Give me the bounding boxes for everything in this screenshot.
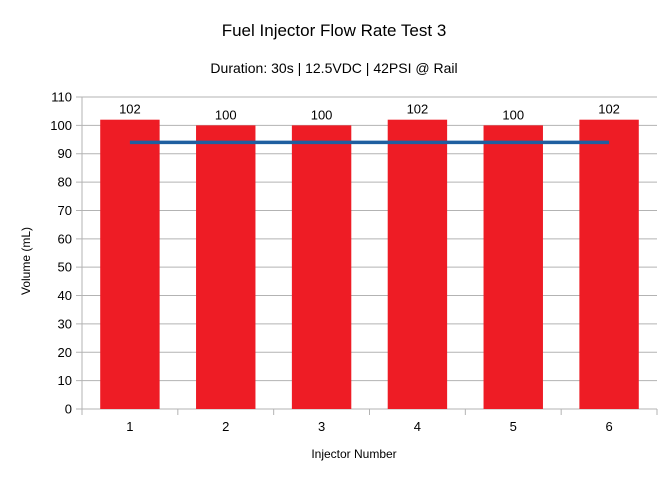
x-tick-label: 3 xyxy=(318,419,325,434)
y-tick-label: 0 xyxy=(65,402,72,417)
x-tick-label: 4 xyxy=(414,419,421,434)
y-tick-label: 60 xyxy=(58,231,72,246)
tick-labels: 0 10 20 30 40 50 60 70 80 90 100 110 1 2 3 4 5 6 xyxy=(50,90,612,435)
chart-subtitle: Duration: 30s | 12.5VDC | 42PSI @ Rail xyxy=(210,60,457,76)
x-tick-label: 6 xyxy=(605,419,612,434)
gridlines xyxy=(76,96,658,415)
data-labels: 102 100 100 102 100 102 xyxy=(119,102,620,123)
bar-value-label: 100 xyxy=(215,107,237,122)
y-tick-label: 80 xyxy=(58,175,72,190)
bar-value-label: 102 xyxy=(119,102,141,117)
y-tick-label: 30 xyxy=(58,316,72,331)
bar-value-label: 102 xyxy=(598,102,620,117)
bar xyxy=(483,125,543,409)
chart-title: Fuel Injector Flow Rate Test 3 xyxy=(222,21,447,40)
x-tick-label: 2 xyxy=(222,419,229,434)
bar-value-label: 100 xyxy=(311,107,333,122)
x-tick-label: 1 xyxy=(126,419,133,434)
x-tick-label: 5 xyxy=(510,419,517,434)
y-tick-label: 40 xyxy=(58,288,72,303)
y-tick-label: 110 xyxy=(51,90,72,105)
y-tick-label: 50 xyxy=(58,260,72,275)
x-axis-label: Injector Number xyxy=(311,447,396,461)
bar xyxy=(196,125,256,409)
y-tick-label: 20 xyxy=(58,345,72,360)
y-tick-label: 70 xyxy=(58,203,72,218)
bar xyxy=(387,119,448,409)
y-tick-label: 90 xyxy=(58,146,72,161)
bar-value-label: 102 xyxy=(407,102,429,117)
bar xyxy=(291,125,352,409)
bar xyxy=(100,119,160,409)
bar-value-label: 100 xyxy=(502,107,524,122)
bar xyxy=(579,119,639,409)
bars xyxy=(100,119,639,409)
y-tick-label: 10 xyxy=(58,373,72,388)
y-tick-label: 100 xyxy=(50,118,72,133)
y-axis-label: Volume (mL) xyxy=(19,227,33,295)
